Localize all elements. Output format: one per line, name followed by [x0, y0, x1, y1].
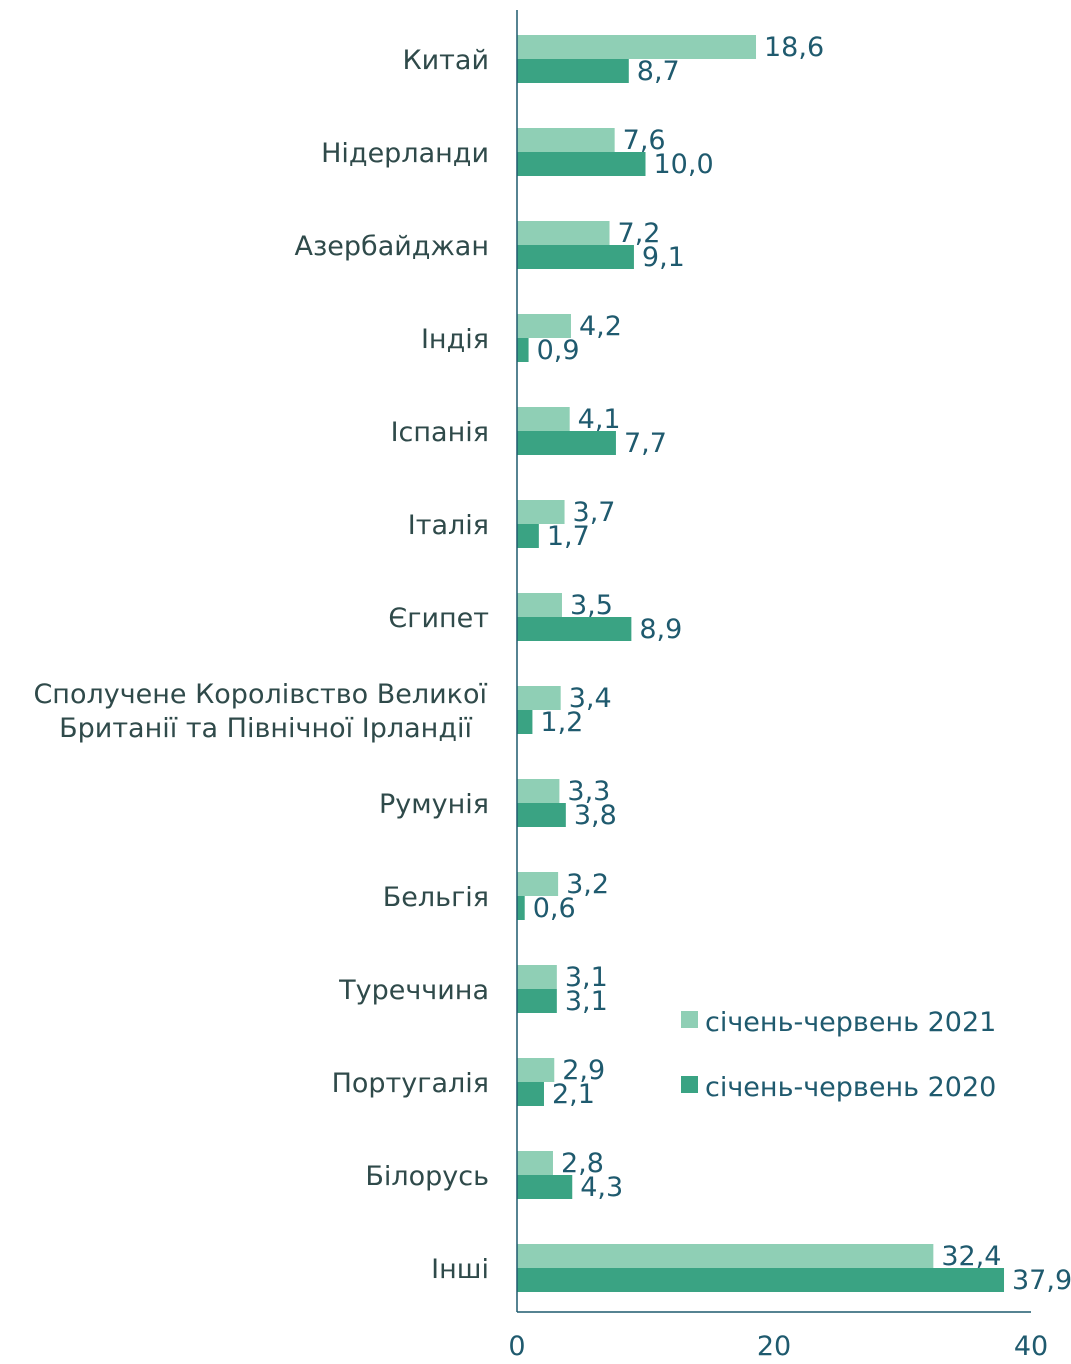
data-label-2020: 4,3 — [580, 1172, 623, 1203]
data-label-2020: 0,9 — [537, 335, 580, 366]
bar-2021 — [517, 35, 757, 59]
data-label-2021: 4,1 — [578, 404, 621, 435]
data-label-2021: 18,6 — [764, 32, 824, 63]
bars-group — [517, 35, 1005, 1292]
data-label-2020: 1,2 — [540, 707, 583, 738]
category-label: Індія — [421, 324, 489, 355]
category-label: Єгипет — [388, 603, 489, 634]
bar-2020 — [517, 617, 632, 641]
data-label-2020: 0,6 — [533, 893, 576, 924]
data-label-2020: 7,7 — [624, 428, 667, 459]
data-label-2020: 8,9 — [639, 614, 682, 645]
legend-swatch-2021 — [681, 1011, 698, 1028]
legend: січень-червень 2021 січень-червень 2020 — [681, 1007, 996, 1103]
category-label: Нідерланди — [321, 138, 489, 169]
category-label: Туреччина — [338, 975, 489, 1006]
category-label: Румунія — [379, 789, 489, 820]
category-label: Британії та Північної Ірландії — [59, 713, 472, 744]
legend-swatch-2020 — [681, 1076, 698, 1093]
category-labels-group: Китай Нідерланди Азербайджан Індія Іспанія Іт… — [33, 45, 489, 1285]
data-label-2021: 32,4 — [941, 1241, 1001, 1272]
bar-2020 — [517, 338, 529, 362]
category-label: Інші — [431, 1254, 489, 1285]
data-label-2021: 4,2 — [579, 311, 622, 342]
bar-2020 — [517, 989, 557, 1013]
bar-2021 — [517, 779, 560, 803]
data-label-2020: 1,7 — [547, 521, 590, 552]
data-label-2021: 3,5 — [570, 590, 613, 621]
bar-2020 — [517, 710, 533, 734]
bar-2021 — [517, 221, 610, 245]
data-label-2020: 9,1 — [642, 242, 685, 273]
legend-label-2021: січень-червень 2021 — [705, 1007, 996, 1038]
bar-2021 — [517, 686, 561, 710]
data-label-2021: 7,2 — [618, 218, 661, 249]
bar-2021 — [517, 128, 615, 152]
bar-2020 — [517, 59, 629, 83]
bar-2021 — [517, 500, 565, 524]
bar-2020 — [517, 524, 539, 548]
data-label-2021: 2,8 — [561, 1148, 604, 1179]
category-label: Азербайджан — [294, 231, 489, 262]
bar-2021 — [517, 407, 570, 431]
bar-2021 — [517, 1151, 553, 1175]
data-label-2021: 3,4 — [569, 683, 612, 714]
legend-label-2020: січень-червень 2020 — [705, 1072, 996, 1103]
bar-2020 — [517, 896, 525, 920]
data-label-2020: 3,1 — [565, 986, 608, 1017]
data-label-2020: 8,7 — [637, 56, 680, 87]
bar-2020 — [517, 431, 616, 455]
bar-2020 — [517, 803, 566, 827]
x-tick-label: 40 — [1014, 1331, 1048, 1362]
data-label-2020: 10,0 — [654, 149, 714, 180]
axis-group: 0 20 40 — [508, 10, 1048, 1362]
data-label-2021: 7,6 — [623, 125, 666, 156]
data-label-2020: 3,8 — [574, 800, 617, 831]
x-tick-label: 20 — [757, 1331, 791, 1362]
category-label: Бельгія — [383, 882, 489, 913]
category-label: Португалія — [332, 1068, 489, 1099]
data-label-2021: 3,7 — [573, 497, 616, 528]
bar-2020 — [517, 245, 634, 269]
bar-2021 — [517, 1058, 555, 1082]
bar-2021 — [517, 965, 557, 989]
bar-2021 — [517, 872, 559, 896]
data-label-2021: 2,9 — [562, 1055, 605, 1086]
category-label: Китай — [402, 45, 489, 76]
bar-2020 — [517, 1082, 544, 1106]
bar-2021 — [517, 1244, 934, 1268]
category-label: Італія — [408, 510, 489, 541]
bar-2021 — [517, 593, 562, 617]
bar-2020 — [517, 1175, 573, 1199]
category-label: Сполучене Королівство Великої — [33, 679, 487, 710]
bar-2020 — [517, 1268, 1005, 1292]
bar-2020 — [517, 152, 646, 176]
data-label-2021: 3,2 — [566, 869, 609, 900]
value-labels-group: 18,6 8,7 7,610,0 7,29,1 4,20,9 4,17,7 3,71,7 3,… — [533, 32, 1071, 1296]
data-label-2021: 3,1 — [565, 962, 608, 993]
data-label-2021: 3,3 — [567, 776, 610, 807]
category-label: Іспанія — [391, 417, 489, 448]
bar-2021 — [517, 314, 571, 338]
data-label-2020: 37,9 — [1012, 1265, 1071, 1296]
category-label: Білорусь — [365, 1161, 489, 1192]
x-tick-label: 0 — [508, 1331, 525, 1362]
data-label-2020: 2,1 — [552, 1079, 595, 1110]
